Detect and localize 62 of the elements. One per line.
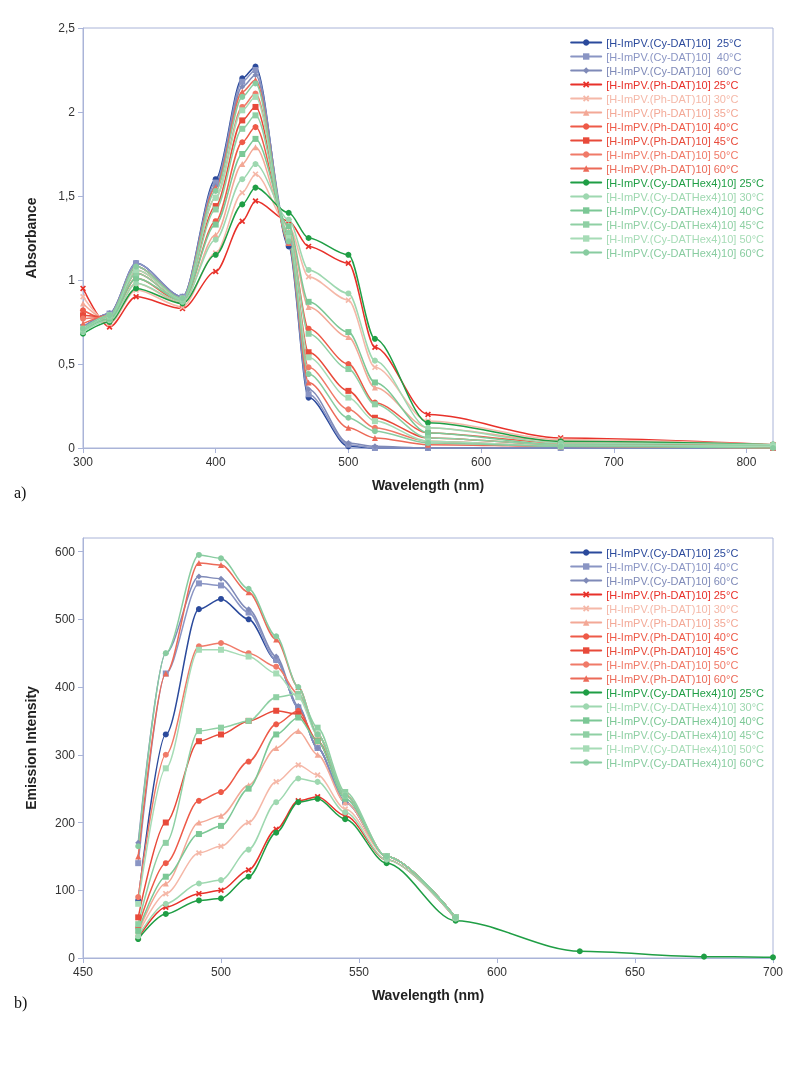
legend-label: [H-ImPV.(Cy-DATHex4)10] 50°C: [606, 742, 765, 755]
y-tick-label: 100: [54, 883, 76, 898]
x-tick-label: 700: [603, 455, 625, 469]
legend-label: [H-ImPV.(Ph-DAT)10] 25°C: [606, 588, 739, 601]
legend-label: [H-ImPV.(Ph-DAT)10] 45°C: [606, 644, 739, 657]
legend-label: [H-ImPV.(Ph-DAT)10] 50°C: [606, 658, 739, 671]
legend-label: [H-ImPV.(Ph-DAT)10] 40°C: [606, 120, 739, 133]
y-tick-label: 400: [54, 680, 76, 695]
legend-label: [H-ImPV.(Cy-DAT)10] 60°C: [606, 64, 742, 77]
x-axis-title: Wavelength (nm): [371, 987, 485, 1003]
legend-label: [H-ImPV.(Cy-DAT)10] 25°C: [606, 36, 742, 49]
legend-label: [H-ImPV.(Cy-DAT)10] 25°C: [606, 546, 739, 559]
y-axis-title: Absorbance: [23, 197, 39, 279]
legend-label: [H-ImPV.(Cy-DAT)10] 40°C: [606, 50, 742, 63]
x-tick-label: 500: [210, 965, 232, 979]
legend-label: [H-ImPV.(Cy-DATHex4)10] 25°C: [606, 686, 765, 699]
legend-label: [H-ImPV.(Cy-DATHex4)10] 30°C: [606, 700, 765, 713]
text: a): [14, 483, 27, 502]
legend-label: [H-ImPV.(Ph-DAT)10] 50°C: [606, 148, 739, 161]
legend-label: [H-ImPV.(Ph-DAT)10] 35°C: [606, 616, 739, 629]
legend-label: [H-ImPV.(Cy-DATHex4)10] 40°C: [606, 714, 765, 727]
x-tick-label: 600: [486, 965, 508, 979]
legend-label: [H-ImPV.(Cy-DATHex4)10] 45°C: [606, 728, 765, 741]
legend-label: [H-ImPV.(Cy-DATHex4)10] 60°C: [606, 246, 765, 259]
y-tick-label: 1: [68, 273, 76, 287]
x-tick-label: 700: [762, 965, 784, 979]
y-tick-label: 600: [54, 544, 76, 559]
y-tick-label: 0,5: [58, 357, 76, 371]
legend-label: [H-ImPV.(Cy-DAT)10] 60°C: [606, 574, 739, 587]
legend-label: [H-ImPV.(Cy-DAT)10] 40°C: [606, 560, 739, 573]
y-axis-title: Emission Intensity: [23, 685, 39, 810]
x-tick-label: 500: [338, 455, 359, 469]
legend-label: [H-ImPV.(Cy-DATHex4)10] 50°C: [606, 232, 765, 245]
legend-label: [H-ImPV.(Ph-DAT)10] 45°C: [606, 134, 739, 147]
legend-label: [H-ImPV.(Ph-DAT)10] 60°C: [606, 672, 739, 685]
x-tick-label: 800: [736, 455, 757, 469]
y-tick-label: 500: [54, 612, 76, 627]
y-tick-label: 2,5: [58, 21, 76, 35]
legend-label: [H-ImPV.(Ph-DAT)10] 30°C: [606, 602, 739, 615]
y-tick-label: 200: [54, 815, 76, 830]
legend-label: [H-ImPV.(Cy-DATHex4)10] 30°C: [606, 190, 765, 203]
x-tick-label: 400: [205, 455, 227, 469]
x-tick-label: 600: [471, 455, 492, 469]
legend-label: [H-ImPV.(Cy-DATHex4)10] 40°C: [606, 204, 765, 217]
y-tick-label: 2: [68, 105, 76, 119]
y-tick-label: 0: [68, 441, 76, 455]
legend-label: [H-ImPV.(Ph-DAT)10] 35°C: [606, 106, 739, 119]
y-tick-label: 300: [54, 747, 76, 762]
legend-label: [H-ImPV.(Ph-DAT)10] 40°C: [606, 630, 739, 643]
y-tick-label: 1,5: [58, 189, 76, 203]
legend-label: [H-ImPV.(Cy-DATHex4)10] 45°C: [606, 218, 765, 231]
legend-label: [H-ImPV.(Ph-DAT)10] 25°C: [606, 78, 739, 91]
legend-label: [H-ImPV.(Cy-DATHex4)10] 25°C: [606, 176, 765, 189]
x-tick-label: 450: [72, 965, 94, 979]
legend-label: [H-ImPV.(Ph-DAT)10] 60°C: [606, 162, 739, 175]
text: b): [14, 993, 28, 1012]
x-tick-label: 550: [348, 965, 370, 979]
y-tick-label: 0: [68, 951, 76, 965]
x-tick-label: 650: [624, 965, 646, 979]
x-axis-title: Wavelength (nm): [371, 477, 485, 493]
legend-label: [H-ImPV.(Cy-DATHex4)10] 60°C: [606, 756, 765, 769]
legend-label: [H-ImPV.(Ph-DAT)10] 30°C: [606, 92, 739, 105]
